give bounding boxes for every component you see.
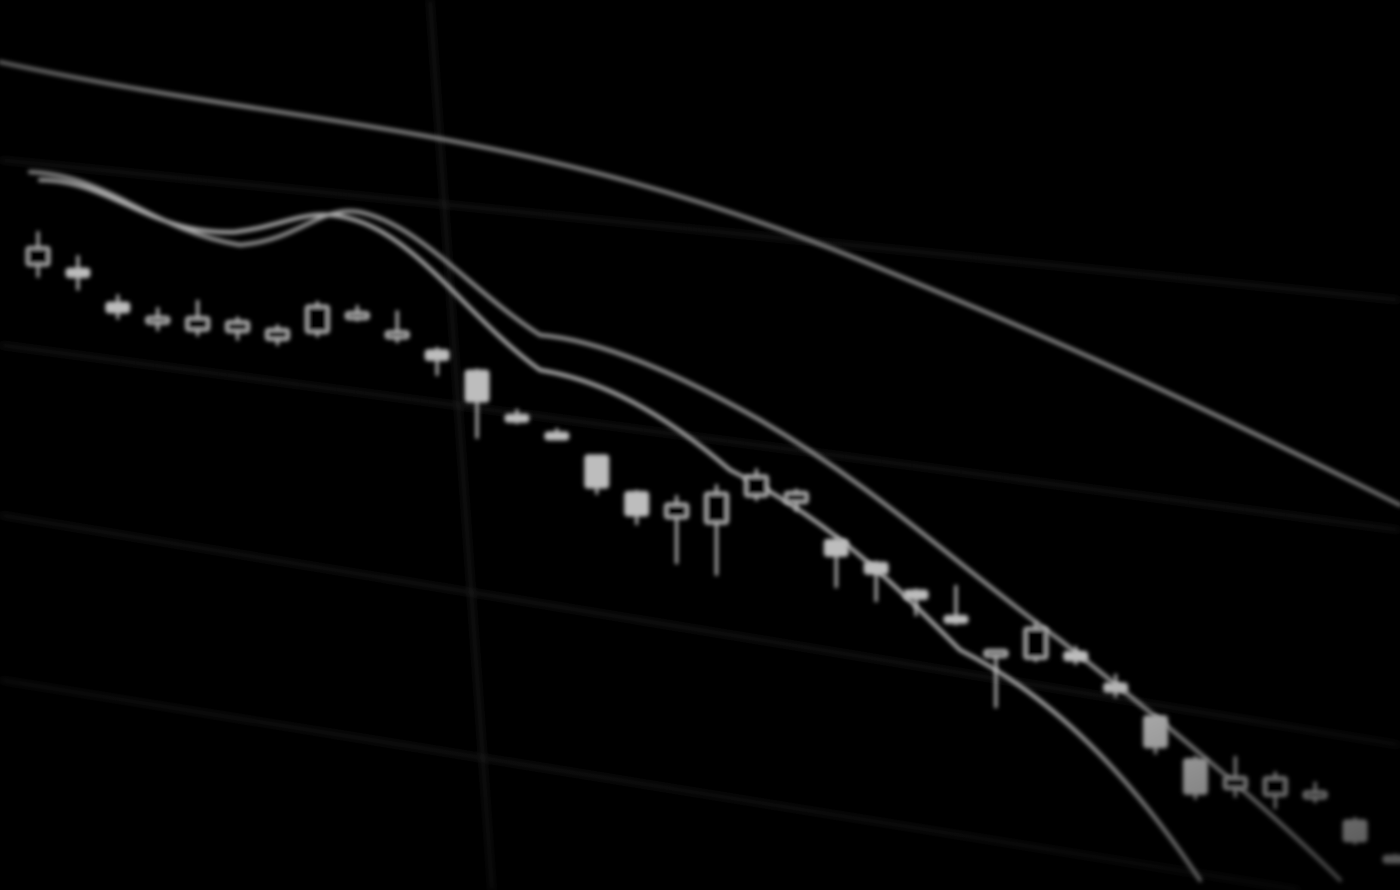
vignette-overlay (0, 0, 1400, 890)
candlestick-photo (0, 0, 1400, 890)
photo-frame (0, 0, 1400, 890)
